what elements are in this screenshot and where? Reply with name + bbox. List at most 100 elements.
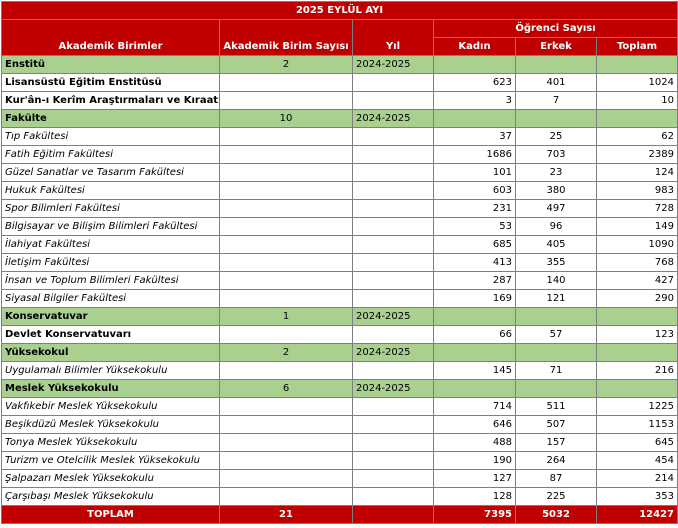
unit-female: 413 xyxy=(433,253,516,272)
unit-count-cell xyxy=(219,73,353,92)
unit-total: 983 xyxy=(596,181,678,200)
unit-row: Şalpazarı Meslek Yüksekokulu 127 87 214 xyxy=(1,469,678,488)
unit-female: 53 xyxy=(433,217,516,236)
totals-female: 7395 xyxy=(433,505,516,524)
unit-total: 216 xyxy=(596,361,678,380)
section-row: Fakülte 10 2024-2025 xyxy=(1,109,678,128)
unit-count-cell xyxy=(219,487,353,506)
unit-total: 645 xyxy=(596,433,678,452)
unit-name: Kur'ân-ı Kerîm Araştırmaları ve Kıraat İ… xyxy=(1,91,220,110)
unit-year-cell xyxy=(352,433,434,452)
unit-total: 2389 xyxy=(596,145,678,164)
unit-year-cell xyxy=(352,361,434,380)
unit-total: 62 xyxy=(596,127,678,146)
title-row: 2025 EYLÜL AYI xyxy=(1,1,678,20)
unit-year-cell xyxy=(352,181,434,200)
section-row: Enstitü 2 2024-2025 xyxy=(1,55,678,74)
unit-name: Çarşıbaşı Meslek Yüksekokulu xyxy=(1,487,220,506)
unit-female: 128 xyxy=(433,487,516,506)
unit-row: İnsan ve Toplum Bilimleri Fakültesi 287 14… xyxy=(1,271,678,290)
unit-male: 96 xyxy=(515,217,597,236)
unit-female: 37 xyxy=(433,127,516,146)
unit-count-cell xyxy=(219,469,353,488)
unit-row: Bilgisayar ve Bilişim Bilimleri Fakültes… xyxy=(1,217,678,236)
unit-female: 101 xyxy=(433,163,516,182)
unit-row: Çarşıbaşı Meslek Yüksekokulu 128 225 353 xyxy=(1,487,678,506)
section-empty-cell xyxy=(515,379,597,398)
unit-name: Lisansüstü Eğitim Enstitüsü xyxy=(1,73,220,92)
section-empty-cell xyxy=(596,379,678,398)
unit-male: 25 xyxy=(515,127,597,146)
unit-year-cell xyxy=(352,91,434,110)
section-empty-cell xyxy=(433,55,516,74)
unit-row: Devlet Konservatuvarı 66 57 123 xyxy=(1,325,678,344)
unit-total: 290 xyxy=(596,289,678,308)
unit-name: Güzel Sanatlar ve Tasarım Fakültesi xyxy=(1,163,220,182)
section-year: 2024-2025 xyxy=(352,307,434,326)
section-row: Yüksekokul 2 2024-2025 xyxy=(1,343,678,362)
unit-row: Kur'ân-ı Kerîm Araştırmaları ve Kıraat İ… xyxy=(1,91,678,110)
section-empty-cell xyxy=(515,55,597,74)
section-year: 2024-2025 xyxy=(352,343,434,362)
header-student-count: Öğrenci Sayısı xyxy=(433,19,678,38)
unit-male: 264 xyxy=(515,451,597,470)
unit-row: Tonya Meslek Yüksekokulu 488 157 645 xyxy=(1,433,678,452)
unit-name: Uygulamalı Bilimler Yüksekokulu xyxy=(1,361,220,380)
section-row: Meslek Yüksekokulu 6 2024-2025 xyxy=(1,379,678,398)
unit-male: 7 xyxy=(515,91,597,110)
unit-row: Turizm ve Otelcilik Meslek Yüksekokulu 19… xyxy=(1,451,678,470)
unit-year-cell xyxy=(352,73,434,92)
unit-total: 214 xyxy=(596,469,678,488)
unit-count-cell xyxy=(219,253,353,272)
unit-male: 511 xyxy=(515,397,597,416)
section-name: Enstitü xyxy=(1,55,220,74)
unit-row: Güzel Sanatlar ve Tasarım Fakültesi 101 23… xyxy=(1,163,678,182)
unit-female: 127 xyxy=(433,469,516,488)
unit-year-cell xyxy=(352,271,434,290)
unit-count-cell xyxy=(219,91,353,110)
unit-female: 66 xyxy=(433,325,516,344)
unit-female: 623 xyxy=(433,73,516,92)
section-empty-cell xyxy=(515,109,597,128)
unit-year-cell xyxy=(352,487,434,506)
unit-male: 140 xyxy=(515,271,597,290)
unit-count-cell xyxy=(219,199,353,218)
section-year: 2024-2025 xyxy=(352,55,434,74)
section-year: 2024-2025 xyxy=(352,379,434,398)
section-unit-count: 2 xyxy=(219,55,353,74)
unit-count-cell xyxy=(219,181,353,200)
unit-year-cell xyxy=(352,199,434,218)
section-empty-cell xyxy=(515,307,597,326)
unit-count-cell xyxy=(219,397,353,416)
totals-count: 21 xyxy=(219,505,353,524)
unit-total: 768 xyxy=(596,253,678,272)
unit-name: Turizm ve Otelcilik Meslek Yüksekokulu xyxy=(1,451,220,470)
unit-count-cell xyxy=(219,127,353,146)
unit-female: 3 xyxy=(433,91,516,110)
unit-count-cell xyxy=(219,325,353,344)
unit-name: Bilgisayar ve Bilişim Bilimleri Fakültes… xyxy=(1,217,220,236)
unit-name: Şalpazarı Meslek Yüksekokulu xyxy=(1,469,220,488)
unit-female: 287 xyxy=(433,271,516,290)
unit-count-cell xyxy=(219,415,353,434)
section-empty-cell xyxy=(433,343,516,362)
section-empty-cell xyxy=(433,307,516,326)
header-year: Yıl xyxy=(352,19,434,56)
section-empty-cell xyxy=(515,343,597,362)
unit-total: 123 xyxy=(596,325,678,344)
unit-row: Vakfıkebir Meslek Yüksekokulu 714 511 1225 xyxy=(1,397,678,416)
unit-row: İletişim Fakültesi 413 355 768 xyxy=(1,253,678,272)
unit-year-cell xyxy=(352,415,434,434)
totals-row: TOPLAM 21 7395 5032 12427 xyxy=(1,505,678,524)
header-total: Toplam xyxy=(596,37,678,56)
unit-count-cell xyxy=(219,163,353,182)
unit-total: 124 xyxy=(596,163,678,182)
unit-row: Fatih Eğitim Fakültesi 1686 703 2389 xyxy=(1,145,678,164)
section-empty-cell xyxy=(596,109,678,128)
unit-row: Siyasal Bilgiler Fakültesi 169 121 290 xyxy=(1,289,678,308)
unit-total: 454 xyxy=(596,451,678,470)
unit-name: İletişim Fakültesi xyxy=(1,253,220,272)
unit-name: Fatih Eğitim Fakültesi xyxy=(1,145,220,164)
unit-female: 603 xyxy=(433,181,516,200)
